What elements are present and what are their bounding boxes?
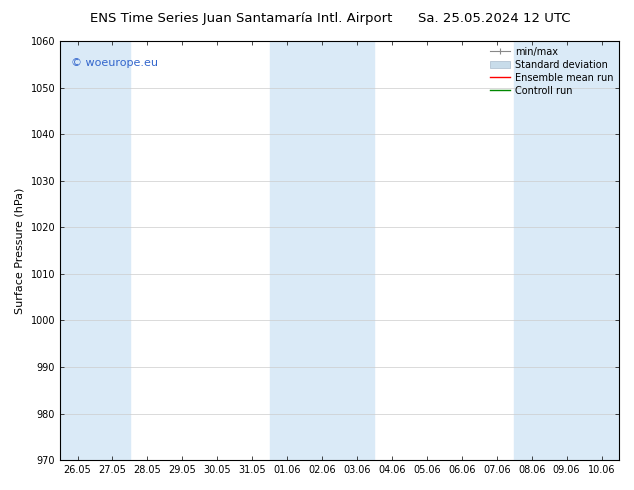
Y-axis label: Surface Pressure (hPa): Surface Pressure (hPa): [15, 187, 25, 314]
Text: Sa. 25.05.2024 12 UTC: Sa. 25.05.2024 12 UTC: [418, 12, 571, 25]
Legend: min/max, Standard deviation, Ensemble mean run, Controll run: min/max, Standard deviation, Ensemble me…: [486, 43, 617, 99]
Bar: [269, 41, 375, 460]
Text: ENS Time Series Juan Santamaría Intl. Airport: ENS Time Series Juan Santamaría Intl. Ai…: [90, 12, 392, 25]
Bar: [514, 41, 619, 460]
Text: © woeurope.eu: © woeurope.eu: [71, 58, 158, 68]
Bar: [60, 41, 130, 460]
